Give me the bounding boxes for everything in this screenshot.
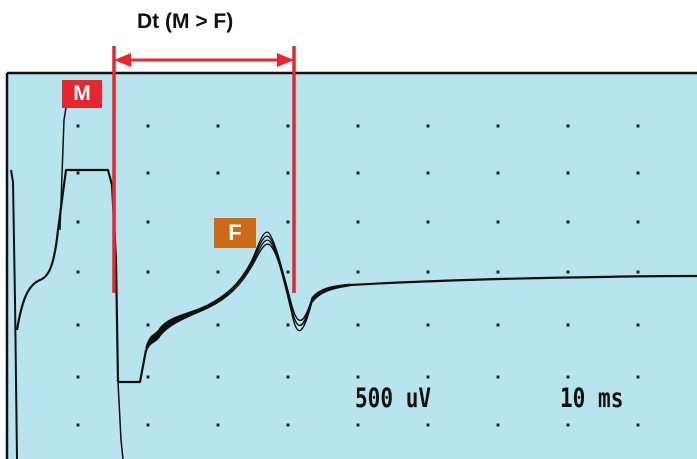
grid-dot xyxy=(286,323,290,327)
grid-dot xyxy=(496,323,500,327)
baseline-trace xyxy=(349,274,697,287)
interval-markers xyxy=(112,46,296,293)
grid-dot xyxy=(566,124,570,128)
grid-dot xyxy=(76,423,80,427)
grid-dot xyxy=(496,124,500,128)
grid-dot xyxy=(356,375,360,379)
grid-dot xyxy=(426,375,430,379)
grid-dot xyxy=(76,220,80,224)
grid-dot xyxy=(216,171,220,175)
grid-dot xyxy=(356,270,360,274)
grid-dot xyxy=(146,375,150,379)
grid-dot xyxy=(566,423,570,427)
grid-dot xyxy=(146,171,150,175)
grid-dot xyxy=(216,423,220,427)
grid-dot xyxy=(356,171,360,175)
grid-dot xyxy=(146,423,150,427)
grid-dot xyxy=(426,124,430,128)
f-wave-badge: F xyxy=(214,218,256,248)
grid-dot xyxy=(566,171,570,175)
grid-dot xyxy=(286,270,290,274)
grid-dot xyxy=(216,124,220,128)
grid-dot xyxy=(286,220,290,224)
grid-dot xyxy=(426,220,430,224)
grid-dot xyxy=(216,323,220,327)
grid-dot xyxy=(496,220,500,224)
grid-dot xyxy=(636,171,640,175)
grid-dot xyxy=(146,323,150,327)
grid-dot xyxy=(566,270,570,274)
grid-dot xyxy=(636,124,640,128)
stimulus-artifact xyxy=(10,169,18,459)
grid-dot xyxy=(146,220,150,224)
interval-arrow-right-head xyxy=(277,53,294,67)
grid-dot xyxy=(426,423,430,427)
grid-dot xyxy=(636,220,640,224)
grid-dot xyxy=(426,270,430,274)
grid-dot xyxy=(636,423,640,427)
interval-label: Dt (M > F) xyxy=(137,10,234,33)
amplitude-scale-label: 500 uV xyxy=(355,383,432,414)
grid-dot xyxy=(76,171,80,175)
grid-dot xyxy=(286,375,290,379)
grid-dot xyxy=(356,423,360,427)
interval-arrow-left-head xyxy=(114,53,131,67)
m-wave-tail-trace xyxy=(117,381,124,459)
grid-dot xyxy=(356,220,360,224)
grid-dot xyxy=(496,375,500,379)
time-scale-label: 10 ms xyxy=(560,383,624,414)
grid-dots xyxy=(76,124,640,427)
grid-dot xyxy=(76,124,80,128)
grid-dot xyxy=(496,171,500,175)
grid-dot xyxy=(496,270,500,274)
grid-dot xyxy=(76,375,80,379)
grid-dot xyxy=(216,375,220,379)
grid-dot xyxy=(566,323,570,327)
grid-dot xyxy=(636,323,640,327)
grid-dot xyxy=(636,270,640,274)
m-wave-upper-trace xyxy=(15,168,114,331)
grid-dot xyxy=(286,171,290,175)
grid-dot xyxy=(636,375,640,379)
screen-background xyxy=(7,73,697,459)
grid-dot xyxy=(76,323,80,327)
grid-dot xyxy=(356,323,360,327)
grid-dot xyxy=(496,423,500,427)
grid-dot xyxy=(426,323,430,327)
grid-dot xyxy=(216,270,220,274)
grid-dot xyxy=(356,124,360,128)
grid-dot xyxy=(146,124,150,128)
grid-dot xyxy=(286,124,290,128)
grid-dot xyxy=(286,423,290,427)
grid-dot xyxy=(566,220,570,224)
f-wave-sweep xyxy=(145,235,351,352)
grid-dot xyxy=(426,171,430,175)
grid-dot xyxy=(76,270,80,274)
f-wave-sweep xyxy=(145,243,351,353)
m-wave-badge: M xyxy=(62,80,102,108)
grid-dot xyxy=(146,270,150,274)
grid-dot xyxy=(566,375,570,379)
